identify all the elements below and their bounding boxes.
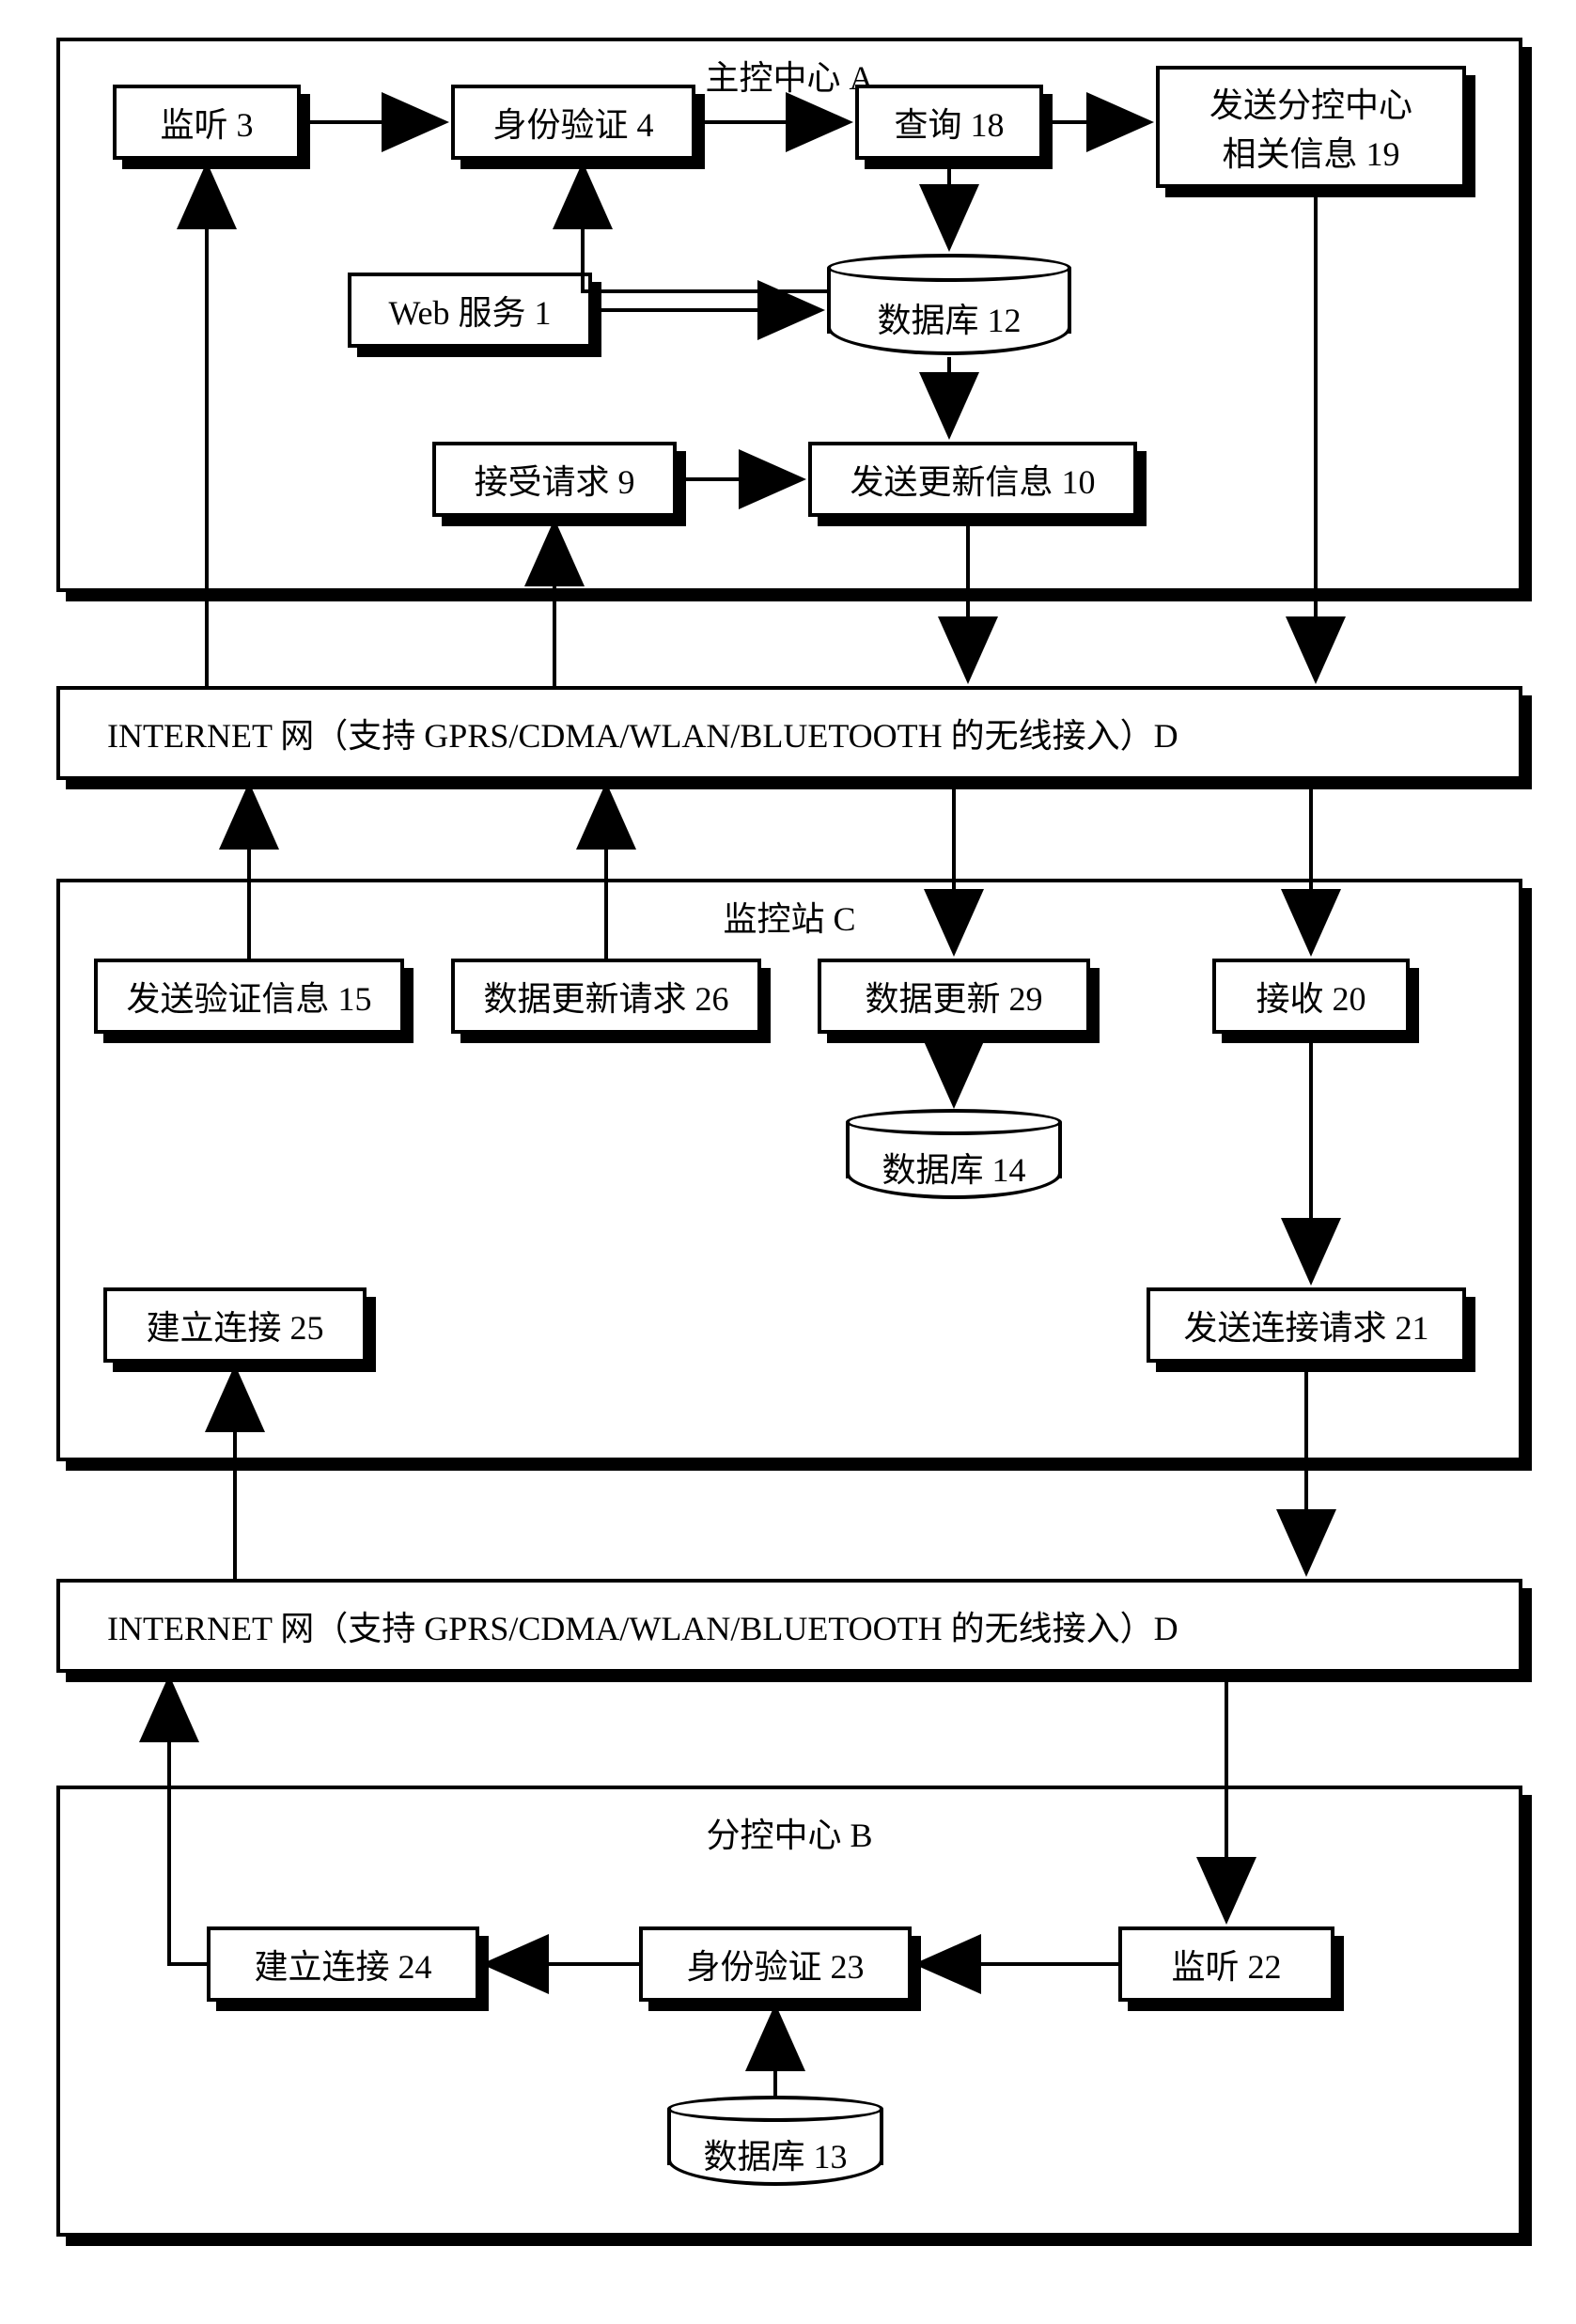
- db14-label: 数据库 14: [846, 1143, 1062, 1192]
- db13-label: 数据库 13: [667, 2129, 883, 2178]
- n25-label: 建立连接 25: [146, 1301, 323, 1349]
- n26-label: 数据更新请求 26: [483, 972, 728, 1021]
- n25-box: 建立连接 25: [103, 1287, 367, 1363]
- n29-label: 数据更新 29: [865, 972, 1042, 1021]
- n10-box: 发送更新信息 10: [808, 442, 1137, 517]
- n22-box: 监听 22: [1118, 1926, 1334, 2002]
- internet-d1: INTERNET 网（支持 GPRS/CDMA/WLAN/BLUETOOTH 的…: [56, 686, 1522, 780]
- db14: 数据库 14: [846, 1109, 1062, 1203]
- n19-box: 发送分控中心 相关信息 19: [1156, 66, 1466, 188]
- n22-label: 监听 22: [1171, 1940, 1281, 1989]
- n3-label: 监听 3: [160, 98, 253, 147]
- n4-box: 身份验证 4: [451, 85, 695, 160]
- n9-label: 接受请求 9: [474, 455, 634, 504]
- n21-label: 发送连接请求 21: [1183, 1301, 1428, 1349]
- n15-label: 发送验证信息 15: [126, 972, 371, 1021]
- container-b-title: 分控中心 B: [60, 1808, 1519, 1857]
- n21-box: 发送连接请求 21: [1147, 1287, 1466, 1363]
- container-c-title: 监控站 C: [60, 892, 1519, 941]
- n19-label: 发送分控中心 相关信息 19: [1209, 78, 1412, 176]
- n23-box: 身份验证 23: [639, 1926, 912, 2002]
- n18-label: 查询 18: [894, 98, 1004, 147]
- n24-label: 建立连接 24: [254, 1940, 431, 1989]
- db12: 数据库 12: [827, 254, 1071, 357]
- n26-box: 数据更新请求 26: [451, 959, 761, 1034]
- n29-box: 数据更新 29: [818, 959, 1090, 1034]
- n15-box: 发送验证信息 15: [94, 959, 404, 1034]
- n1-box: Web 服务 1: [348, 273, 592, 348]
- n10-label: 发送更新信息 10: [850, 455, 1095, 504]
- n18-box: 查询 18: [855, 85, 1043, 160]
- n20-box: 接收 20: [1212, 959, 1410, 1034]
- internet-d2-label: INTERNET 网（支持 GPRS/CDMA/WLAN/BLUETOOTH 的…: [107, 1601, 1178, 1650]
- n9-box: 接受请求 9: [432, 442, 677, 517]
- n24-box: 建立连接 24: [207, 1926, 479, 2002]
- internet-d1-label: INTERNET 网（支持 GPRS/CDMA/WLAN/BLUETOOTH 的…: [107, 709, 1178, 757]
- n1-label: Web 服务 1: [388, 286, 551, 335]
- n20-label: 接收 20: [1256, 972, 1365, 1021]
- db13: 数据库 13: [667, 2096, 883, 2190]
- internet-d2: INTERNET 网（支持 GPRS/CDMA/WLAN/BLUETOOTH 的…: [56, 1579, 1522, 1673]
- n23-label: 身份验证 23: [686, 1940, 864, 1989]
- db12-label: 数据库 12: [827, 293, 1071, 342]
- n3-box: 监听 3: [113, 85, 301, 160]
- n4-label: 身份验证 4: [492, 98, 653, 147]
